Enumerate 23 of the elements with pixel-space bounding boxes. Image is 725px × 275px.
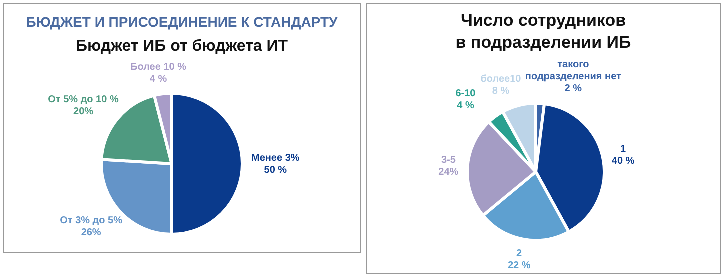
data-label: 4 % <box>150 74 168 85</box>
data-label: 2 % <box>564 83 582 94</box>
chart-title: БЮДЖЕТ И ПРИСОЕДИНЕНИЕ К СТАНДАРТУ <box>25 14 339 30</box>
data-label: 8 % <box>492 86 510 98</box>
data-label: 4 % <box>457 100 474 112</box>
data-label: 50 % <box>264 164 288 176</box>
data-label: 40 % <box>612 156 635 167</box>
chart-subtitle: Бюджет ИБ от бюджета ИТ <box>74 38 290 56</box>
slice-label: Более 10 % <box>130 62 187 73</box>
slice-label: 2 <box>516 248 523 260</box>
chart-title: Число сотрудников в подразделении ИБ <box>456 10 632 54</box>
slice-label: такого подразделения нет <box>525 59 622 82</box>
slice-label: 3-5 <box>441 155 456 166</box>
slice-label: От 5% до 10 % <box>48 94 119 106</box>
data-label: 26% <box>81 227 102 238</box>
slice-label: более10 <box>480 74 522 86</box>
slice-label: 1 <box>620 144 627 155</box>
slice-label: 6-10 <box>456 88 476 100</box>
data-label: 20% <box>73 106 94 118</box>
data-label: 22 % <box>508 260 531 272</box>
slice-label: От 3% до 5% <box>60 215 123 226</box>
data-label: 24% <box>438 167 459 178</box>
slice-label: Менее 3% <box>251 152 300 164</box>
